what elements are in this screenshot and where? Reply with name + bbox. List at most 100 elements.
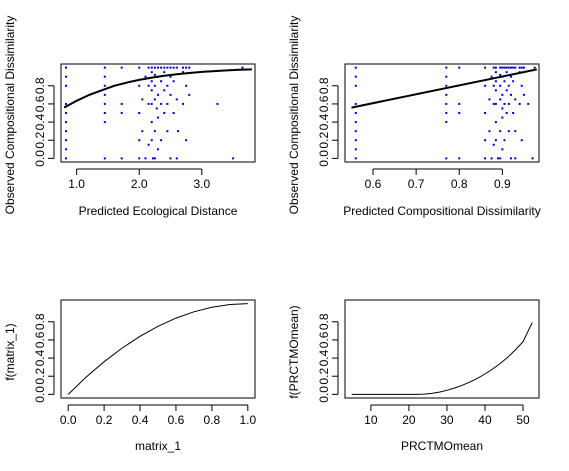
panel-1-data-point [103,93,106,96]
panel-1-data-point [147,102,150,105]
panel-2-data-point [354,121,357,124]
panel-3-fitted-line [67,303,248,395]
panel-2-data-point [354,84,357,87]
panel-3-y-tick-label: 0.0 [33,386,47,403]
panel-2-data-point [458,66,461,69]
panel-1-data-point [103,112,106,114]
panel-1-data-point [103,121,106,124]
panel-2-data-point [494,80,497,83]
panel-4-bottom-right: PRCTMOmean f(PRCTMOmean) 10 20 30 40 500.00.… [287,299,540,453]
panel-1-data-point [185,139,188,142]
panel-2-data-point [494,89,497,92]
panel-1-data-point [163,89,166,92]
panel-2-data-point [512,112,515,114]
panel-2-ylabel: Observed Compositional Dissimilarity [287,16,301,215]
panel-2-data-point [503,102,506,105]
panel-1-data-point [172,66,175,69]
panel-1-data-point [160,66,163,69]
panel-2-data-point [499,157,502,160]
panel-2-data-point [512,66,515,69]
panel-1-data-point [163,112,166,114]
panel-2-y-tick-label: 0.2 [317,132,331,149]
panel-2-data-point [354,139,357,142]
panel-1-data-point [188,93,191,96]
panel-2-data-point [520,66,523,69]
panel-1-data-point [155,107,158,110]
panel-1-data-point [157,116,159,119]
panel-1-data-point [175,157,178,160]
panel-2-data-point [509,66,512,69]
panel-1-data-point [150,139,153,142]
panel-2-data-point [514,98,517,101]
panel-1-data-point [185,66,188,69]
panel-1-data-point [175,66,178,69]
panel-1-data-point [232,157,235,160]
panel-2-data-point [494,102,497,105]
panel-2-data-point [492,66,495,69]
panel-1-data-point [65,148,68,151]
panel-2-data-point [503,66,506,69]
panel-1-data-point [153,84,156,87]
panel-2-x-tick-label: 0.7 [408,177,425,191]
panel-1-data-point [65,75,68,78]
panel-2-data-point [494,139,497,142]
panel-2-data-point [458,102,461,105]
panel-2-y-tick-label: 0.6 [317,95,331,112]
panel-1-y-tick-label: 0.0 [33,150,47,167]
panel-2-data-point [520,84,523,87]
panel-4-y-tick-label: 0.2 [317,368,331,385]
panel-4-plot-frame [344,299,540,399]
panel-4-y-tick-label: 0.0 [317,386,331,403]
panel-4-x-tick-label: 30 [440,413,454,427]
panel-2-data-point [507,130,510,133]
panel-2-data-point [484,157,487,160]
panel-2-data-point [509,75,512,78]
panel-4-x-tick-label: 50 [516,413,530,427]
panel-3-plot-frame [60,299,256,399]
panel-1-data-point [216,102,219,105]
panel-2-data-point [501,66,504,69]
panel-2-data-point [514,130,517,133]
panel-2-data-point [499,84,502,87]
panel-1-data-point [241,66,244,69]
panel-2-data-point [499,98,502,101]
panel-3-y-tick-label: 0.2 [33,368,47,385]
panel-1-y-tick-label: 0.6 [33,95,47,112]
panel-1-x-tick-label: 2.0 [131,177,148,191]
panel-2-data-point [501,116,504,119]
panel-1-data-point [157,93,159,96]
panel-2-data-point [522,66,525,69]
panel-1-data-point [138,84,141,87]
panel-1-y-tick-label: 0.8 [33,77,47,94]
panel-3-x-tick-label: 0.2 [96,413,113,427]
panel-2-data-point [509,93,512,96]
panel-2-data-point [354,130,357,133]
panel-1-data-point [65,84,68,87]
panel-1-x-tick-label: 3.0 [193,177,210,191]
panel-2-data-point [518,102,521,105]
panel-2-data-point [505,66,508,69]
panel-2-data-point [445,157,448,160]
panel-1-data-point [153,157,156,160]
panel-2-data-point [445,93,448,96]
panel-2-data-point [507,102,510,105]
panel-2-data-point [354,102,357,105]
panel-3-x-tick-label: 0.0 [60,413,77,427]
panel-1-data-point [138,157,141,160]
panel-3-ylabel: f(matrix_1) [3,323,17,380]
panel-2-data-point [445,102,448,105]
panel-4-fitted-line [351,322,533,395]
panel-2-data-point [518,66,521,69]
panel-1-xlabel: Predicted Ecological Distance [79,204,238,218]
panel-1-data-point [160,102,163,105]
panel-2-data-point [354,112,357,114]
panel-2-data-point [488,130,491,133]
panel-2-data-point [503,80,506,83]
panel-2-data-point [445,121,448,124]
panel-2-data-point [490,75,493,78]
panel-2-data-point [445,112,448,114]
panel-2-data-point [533,66,536,69]
panel-1-data-point [153,73,156,76]
panel-2-data-point [354,75,357,78]
panel-2-data-point [497,157,500,160]
